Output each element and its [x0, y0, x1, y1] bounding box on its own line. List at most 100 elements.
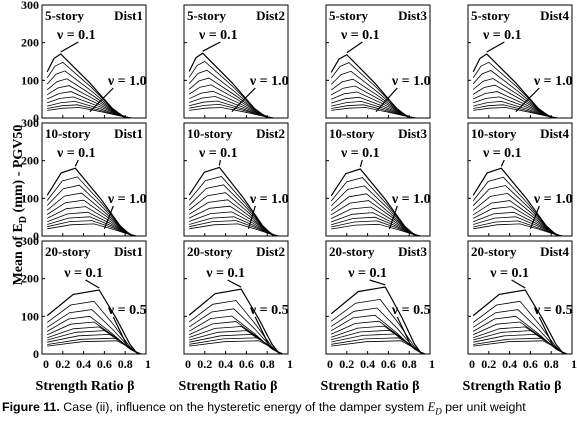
caption-label: Figure 11. [2, 400, 60, 414]
panel-frame [41, 122, 147, 237]
caption-text: Case (ii), influence on the hysteretic e… [59, 400, 428, 414]
nu-low-label: ν = 0.1 [198, 28, 238, 43]
panel-frame [41, 240, 147, 355]
y-tick-label: 200 [21, 154, 39, 168]
series-line [472, 61, 553, 119]
series-line [188, 61, 269, 119]
x-tick-label: 1 [429, 357, 435, 371]
nu-low-label: ν = 0.1 [340, 28, 380, 43]
dist-label: Dist4 [540, 244, 569, 259]
series-line [189, 223, 280, 237]
nu-low-label: ν = 0.1 [56, 146, 96, 161]
nu-high-label: ν = 1.0 [533, 74, 573, 89]
nu-low-arrow [511, 279, 526, 289]
series-line [331, 223, 422, 237]
nu-high-label: ν = 1.0 [533, 192, 573, 207]
story-label: 10-story [187, 126, 233, 141]
series-line [189, 321, 282, 355]
x-tick-label: 0.6 [523, 357, 538, 371]
nu-low-label: ν = 0.1 [340, 146, 380, 161]
nu-high-arrow [254, 316, 270, 347]
nu-high-arrow [89, 87, 114, 113]
nu-high-label: ν = 0.5 [391, 303, 431, 318]
series-line [330, 62, 411, 119]
panel-5-story-dist2: 5-story Dist2 ν = 0.1 ν = 1.0 [183, 4, 289, 119]
series-line [188, 288, 281, 355]
caption-text-end: per unit weight [441, 400, 526, 414]
nu-high-label: ν = 1.0 [391, 192, 431, 207]
panel-10-story-dist2: 10-story Dist2 ν = 0.1 ν = 1.0 [183, 122, 289, 237]
panel-frame [41, 4, 147, 119]
panel-frame [467, 122, 573, 237]
nu-high-arrow [538, 316, 554, 347]
y-axis-label: Mean of ED (mm) - PGV50 [11, 125, 29, 286]
panel-20-story-dist1: 0 100 200 300 0 0.2 0.4 0.6 0.8 1 20-story Dist1 ν =… [21, 234, 151, 371]
x-tick-label: 0.6 [381, 357, 396, 371]
panel-10-story-dist4: 10-story Dist4 ν = 0.1 ν = 1.0 [467, 122, 573, 237]
series-line [46, 61, 127, 119]
series-line [330, 298, 423, 355]
figure-grid: Mean of ED (mm) - PGV50 Strength Ratio β… [11, 0, 577, 394]
panel-frame [467, 240, 573, 355]
dist-label: Dist2 [256, 126, 285, 141]
y-tick-label: 200 [21, 36, 39, 50]
dist-label: Dist3 [398, 126, 427, 141]
x-tick-label: 0.8 [402, 357, 417, 371]
nu-low-label: ν = 0.1 [489, 266, 529, 281]
x-tick-label: 0.2 [481, 357, 496, 371]
x-tick-label: 0 [43, 357, 49, 371]
y-tick-label: 100 [21, 309, 39, 323]
y-tick-label: 100 [21, 73, 39, 87]
y-tick-label: 300 [21, 116, 39, 130]
x-tick-label: 0.8 [544, 357, 559, 371]
panel-frame [183, 4, 289, 119]
story-label: 20-story [471, 244, 517, 259]
nu-high-label: ν = 0.5 [533, 303, 573, 318]
series-line [188, 300, 281, 355]
series-line [47, 340, 142, 355]
dist-label: Dist2 [256, 8, 285, 23]
nu-high-arrow [103, 205, 114, 229]
nu-high-arrow [529, 205, 540, 229]
nu-high-arrow [112, 316, 128, 347]
series-line [47, 223, 138, 237]
y-tick-label: 0 [33, 229, 39, 243]
nu-low-label: ν = 0.1 [63, 266, 103, 281]
panel-frame [325, 4, 431, 119]
x-tick-label: 1 [145, 357, 151, 371]
story-label: 5-story [329, 8, 368, 23]
nu-high-label: ν = 0.5 [249, 303, 289, 318]
series-line [46, 300, 139, 355]
series-line [46, 289, 139, 355]
y-tick-label: 200 [21, 272, 39, 286]
nu-high-label: ν = 1.0 [107, 192, 147, 207]
series-line [188, 69, 270, 119]
nu-high-label: ν = 1.0 [249, 192, 289, 207]
nu-low-label: ν = 0.1 [205, 266, 245, 281]
nu-low-arrow [227, 279, 242, 288]
nu-high-arrow [396, 316, 412, 347]
series-line [188, 84, 271, 119]
x-tick-label: 0.4 [218, 357, 233, 371]
dist-label: Dist1 [114, 126, 143, 141]
nu-high-arrow [375, 87, 398, 113]
x-tick-label: 0.2 [197, 357, 212, 371]
x-tick-label: 0.2 [339, 357, 354, 371]
nu-low-arrow [60, 41, 79, 53]
series-line [330, 286, 423, 355]
x-tick-label: 1 [287, 357, 293, 371]
series-line [46, 199, 135, 237]
dist-label: Dist4 [540, 126, 569, 141]
series-line [189, 107, 275, 119]
story-label: 20-story [45, 244, 91, 259]
series-line [330, 70, 412, 119]
series-line [473, 107, 559, 119]
panel-5-story-dist3: 5-story Dist3 ν = 0.1 ν = 1.0 [325, 4, 431, 119]
nu-low-arrow [346, 41, 363, 54]
y-tick-label: 300 [21, 234, 39, 248]
series-line [46, 70, 128, 119]
panel-5-story-dist4: 5-story Dist4 ν = 0.1 ν = 1.0 [467, 4, 573, 119]
x-tick-label: 0 [185, 357, 191, 371]
series-line [189, 326, 282, 355]
